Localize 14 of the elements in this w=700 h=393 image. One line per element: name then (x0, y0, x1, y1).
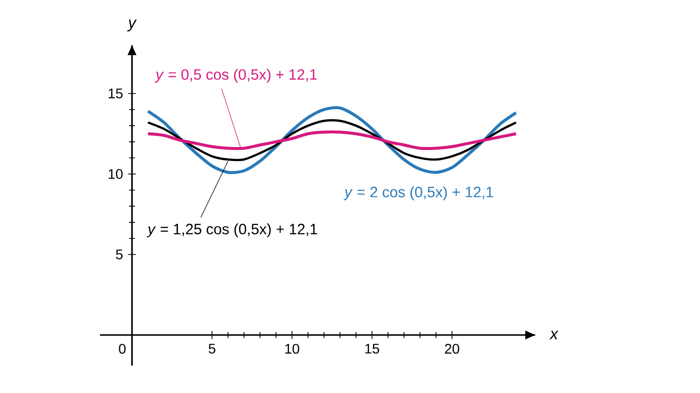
y-tick-label: 15 (108, 88, 123, 98)
series-label: y = 2 cos (0,5x) + 12,1 (344, 186, 494, 200)
text: y = 0,5 cos (0,5x) + 12,1 (154, 68, 317, 83)
text: y = 1,25 cos (0,5x) + 12,1 (146, 223, 318, 238)
x-axis-title: x (549, 330, 558, 340)
y-axis-title: y (127, 20, 137, 32)
x-tick-label: 15 (365, 344, 380, 354)
x-tick-label: 5 (208, 344, 216, 354)
y-tick-label: 10 (108, 169, 123, 179)
y-tick-label: 5 (116, 250, 123, 260)
x-tick-label: 10 (285, 344, 300, 354)
line-series (146, 106, 518, 174)
x-tick-label: 20 (444, 344, 460, 354)
x-tick-label: 0 (118, 344, 126, 354)
